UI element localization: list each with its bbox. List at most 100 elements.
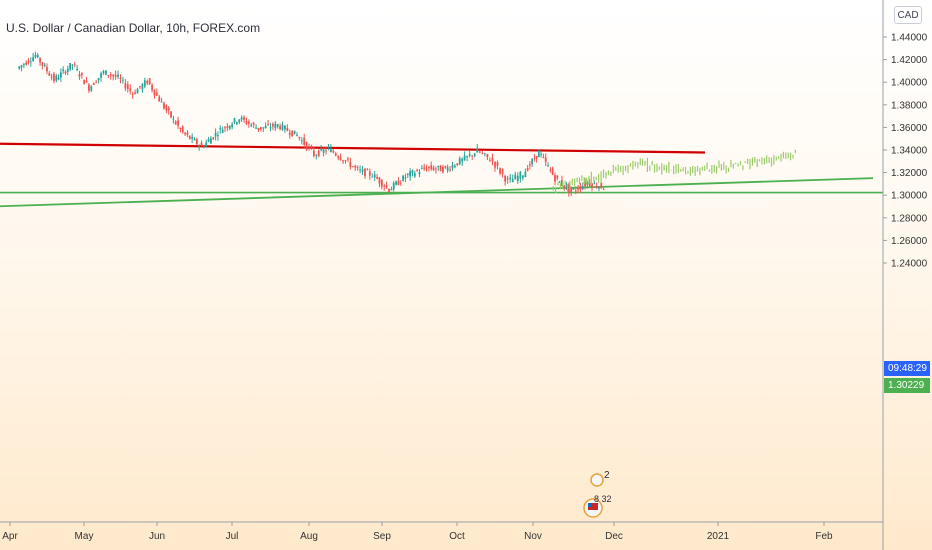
time-axis: Apr May Jun Jul Aug Sep Oct Nov Dec 2021 Feb <box>2 522 833 542</box>
resistance-trend-line[interactable] <box>0 142 706 154</box>
candle <box>155 88 158 97</box>
candle <box>188 135 191 140</box>
candle <box>354 164 357 171</box>
candle <box>458 156 461 166</box>
candle <box>291 130 294 137</box>
candle <box>572 188 575 191</box>
candle <box>435 166 437 174</box>
candle <box>267 119 269 126</box>
candle <box>537 150 540 158</box>
candle <box>519 170 522 183</box>
candle <box>380 179 383 190</box>
candle <box>361 166 364 175</box>
candle <box>531 157 534 167</box>
candle <box>198 144 201 151</box>
candle <box>378 176 381 188</box>
us-flag-icon <box>588 503 592 507</box>
candle <box>107 74 110 78</box>
candle <box>48 71 51 77</box>
candle <box>411 169 414 177</box>
event-markers: 2 8 32 <box>583 470 612 518</box>
candle <box>454 164 456 169</box>
candle <box>600 182 603 189</box>
currency-button[interactable]: CAD <box>894 6 922 24</box>
candle <box>279 123 282 131</box>
candle <box>255 124 257 129</box>
time-axis-label: Feb <box>815 531 833 542</box>
candle <box>584 178 586 190</box>
candle <box>521 174 524 181</box>
candle <box>95 79 98 84</box>
candle <box>308 143 310 151</box>
countdown-tag: 09:48:29 <box>884 361 930 376</box>
candle <box>134 89 136 95</box>
price-axis-label: 1.34000 <box>891 146 928 157</box>
candle <box>18 66 21 70</box>
price-axis-label: 1.40000 <box>891 78 928 89</box>
candle <box>247 119 250 128</box>
candle <box>126 81 129 93</box>
candle <box>542 153 545 159</box>
candle <box>114 70 117 80</box>
candle <box>235 121 238 126</box>
candle <box>535 155 538 163</box>
candle <box>549 167 552 173</box>
time-axis-label: Jun <box>149 531 165 542</box>
candle <box>390 186 393 191</box>
candle <box>284 124 286 133</box>
candle <box>269 123 272 132</box>
candle <box>397 177 400 186</box>
candle <box>373 170 376 182</box>
flag-event-icon[interactable] <box>590 473 604 487</box>
candle <box>177 116 179 129</box>
candle <box>146 79 149 86</box>
candle <box>167 105 170 115</box>
candle <box>71 64 74 70</box>
candle <box>504 174 507 186</box>
candle <box>78 70 81 80</box>
candle <box>165 104 168 114</box>
candle <box>59 68 62 82</box>
candle <box>456 163 459 167</box>
candle <box>226 123 229 132</box>
candle <box>264 122 267 129</box>
candle <box>332 149 335 154</box>
candle <box>228 125 231 131</box>
candle <box>471 155 474 160</box>
price-axis-label: 1.42000 <box>891 55 928 66</box>
candle <box>337 155 340 161</box>
candle <box>395 180 397 186</box>
candle <box>88 83 90 94</box>
candle <box>36 52 39 59</box>
candle <box>73 61 76 68</box>
candle <box>446 164 449 173</box>
time-axis-label: May <box>75 531 94 542</box>
candle <box>217 131 219 141</box>
candle <box>57 74 60 81</box>
candle <box>430 161 433 171</box>
candle <box>524 168 527 178</box>
candle <box>76 64 79 72</box>
event-badge-labels: 8 32 <box>594 494 612 504</box>
candle <box>449 165 451 172</box>
candle <box>64 70 67 75</box>
candle <box>97 77 100 84</box>
candle <box>245 117 248 126</box>
candle <box>205 139 208 148</box>
candle <box>129 84 132 95</box>
candle <box>233 117 236 125</box>
candle <box>528 161 531 170</box>
candle <box>259 126 262 132</box>
candle <box>214 128 217 141</box>
candle <box>473 152 476 158</box>
candle <box>272 122 274 131</box>
candle <box>501 168 504 178</box>
candle <box>506 175 509 184</box>
candle <box>516 172 519 184</box>
candle <box>320 144 323 152</box>
candle <box>276 123 279 129</box>
candle <box>62 66 65 75</box>
time-axis-label: Sep <box>373 531 391 542</box>
price-axis-label: 1.32000 <box>891 168 928 179</box>
